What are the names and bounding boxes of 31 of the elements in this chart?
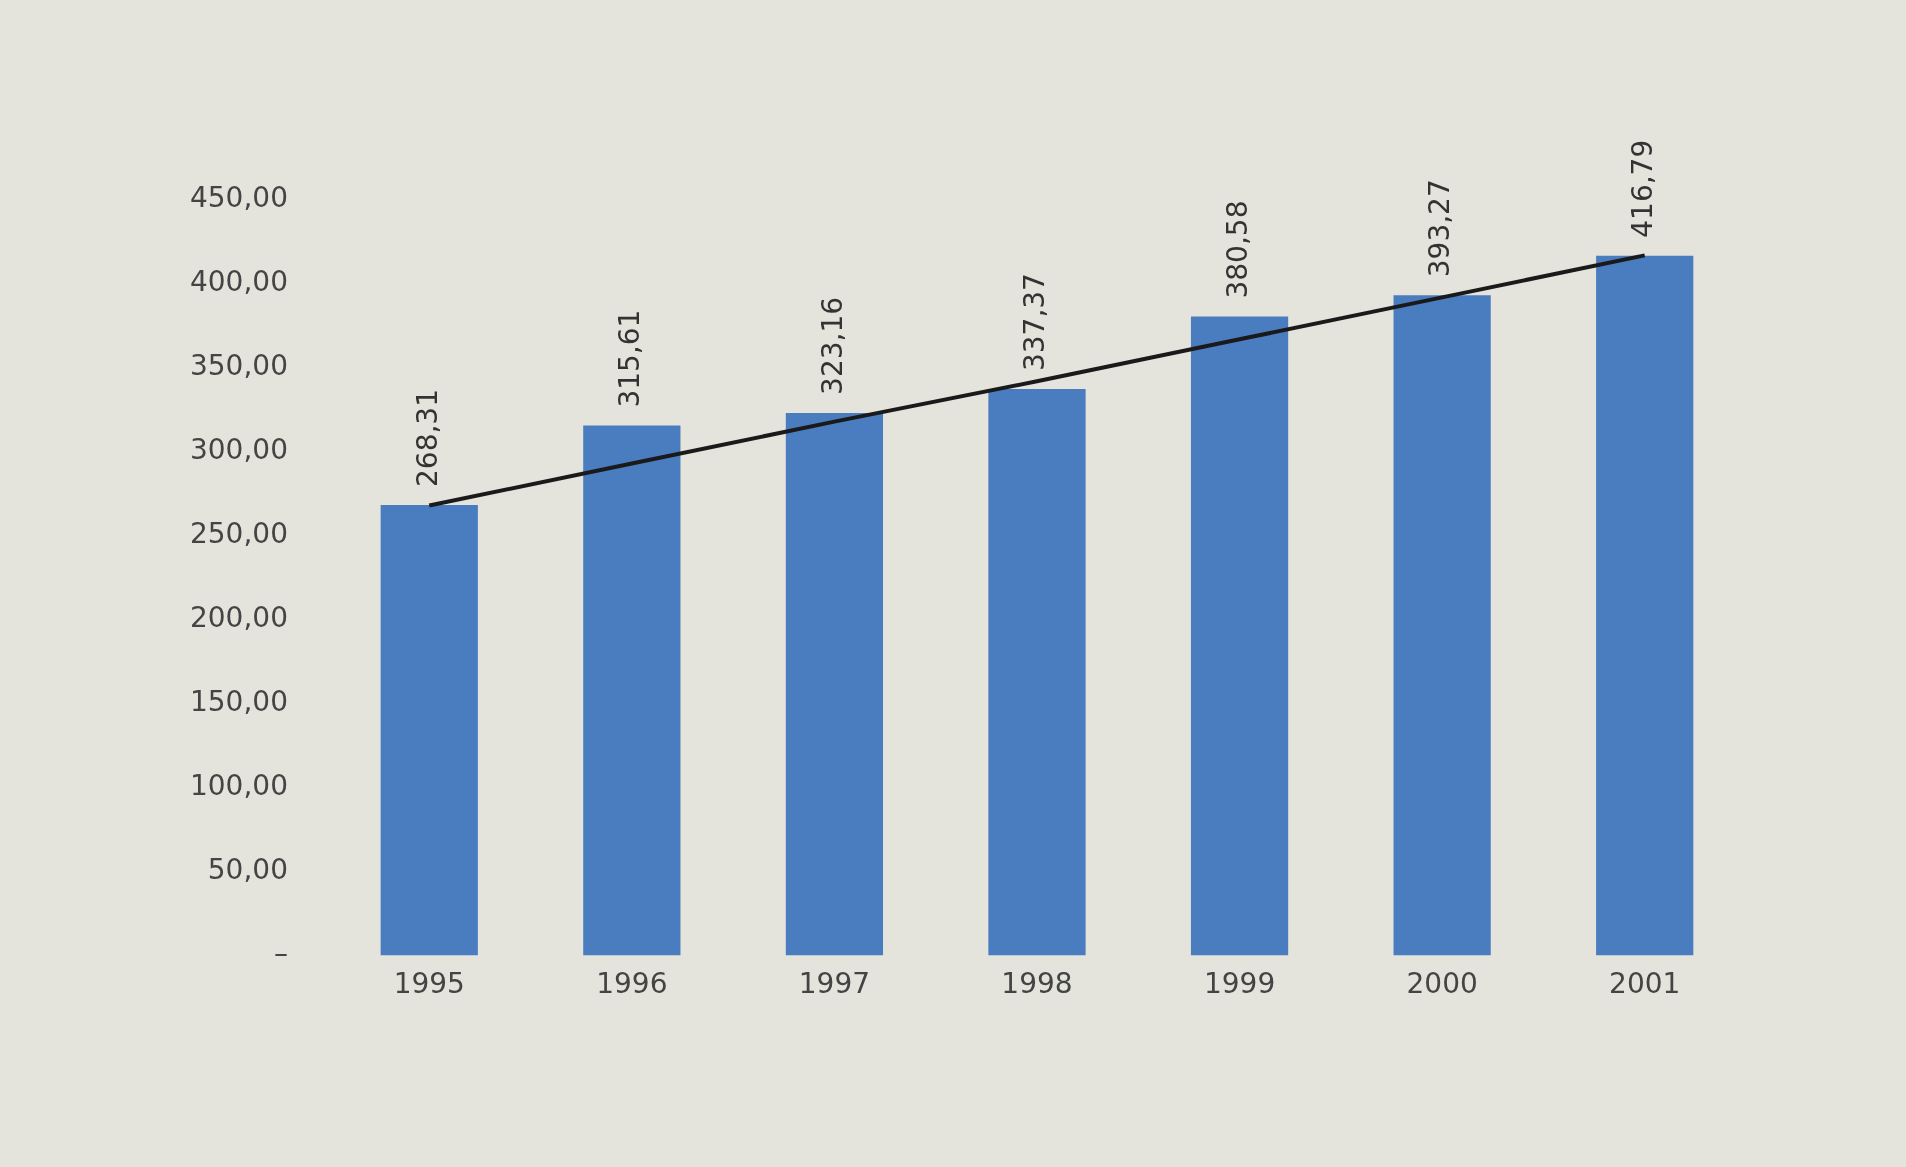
y-tick-label: 300,00	[189, 433, 288, 467]
y-tick-label: 350,00	[189, 349, 288, 383]
data-label: 323,16	[815, 296, 849, 395]
x-tick-label: 2001	[1609, 967, 1681, 1001]
bar	[1190, 316, 1289, 956]
y-tick-label: 50,00	[207, 852, 288, 886]
bar	[988, 389, 1086, 956]
x-tick-label: 1996	[596, 967, 668, 1001]
bar	[785, 412, 884, 956]
x-tick-label: 1995	[393, 967, 465, 1001]
bar	[380, 505, 478, 956]
data-label: 315,61	[613, 309, 647, 408]
data-label: 268,31	[410, 389, 444, 487]
data-label: 416,79	[1625, 139, 1659, 238]
x-tick-label: 1997	[798, 967, 871, 1001]
x-tick-label: 1998	[1001, 967, 1073, 1001]
y-tick-label: 250,00	[189, 517, 288, 551]
bar	[583, 425, 681, 956]
bar	[1393, 295, 1491, 956]
data-label: 337,37	[1018, 273, 1052, 372]
x-tick-label: 1999	[1203, 967, 1276, 1001]
y-tick-label: 450,00	[189, 181, 288, 215]
y-tick-label: 200,00	[189, 600, 288, 634]
y-tick-label: 400,00	[189, 265, 288, 299]
data-label: 380,58	[1220, 200, 1254, 299]
bar	[1596, 255, 1694, 956]
data-label: 393,27	[1423, 179, 1457, 278]
y-tick-label: 100,00	[189, 768, 288, 802]
y-tick-label: –	[273, 936, 288, 970]
x-tick-label: 2000	[1406, 967, 1478, 1001]
y-tick-label: 150,00	[189, 684, 288, 718]
